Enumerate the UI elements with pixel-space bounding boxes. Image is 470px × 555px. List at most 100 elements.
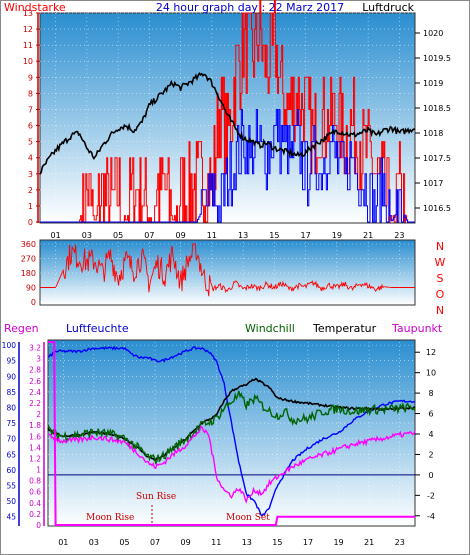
rain-tick-13: 2.6 [29, 377, 41, 386]
wind-speed-tick-4: 4 [28, 154, 33, 163]
humidity-tick-55: 55 [6, 481, 16, 490]
bottom-hour-tick-11: 11 [211, 538, 221, 547]
wind-direction-series [40, 243, 415, 297]
humidity-tick-80: 80 [6, 403, 16, 412]
wind-direction-plot-background [39, 239, 416, 306]
humidity-tick-45: 45 [6, 513, 16, 522]
pressure-tick-0: 1016.5 [423, 204, 451, 213]
compass-label-w: W [435, 256, 446, 269]
temperature-tick-7: 10 [426, 369, 436, 378]
rain-tick-15: 3 [36, 355, 41, 364]
rain-tick-4: 0.8 [29, 477, 41, 486]
rain-tick-10: 2 [36, 410, 41, 419]
humidity-tick-50: 50 [6, 497, 16, 506]
hour-tick-23: 23 [394, 231, 404, 240]
compass-label-s: S [437, 272, 444, 285]
rain-tick-9: 1.8 [29, 421, 41, 430]
temperature-tick-6: 8 [428, 389, 433, 398]
rain-tick-0: 0 [36, 521, 41, 530]
rain-tick-5: 1 [36, 466, 41, 475]
windchill-label: Windchill [245, 322, 295, 335]
pressure-tick-3: 1018 [423, 129, 443, 138]
humidity-axis: 45 50 55 60 65 70 75 80 85 90 95 100 [2, 341, 20, 526]
direction-tick-90: 90 [26, 284, 36, 293]
temperature-tick-5: 6 [428, 410, 433, 419]
rain-tick-8: 1.6 [29, 432, 41, 441]
wind-speed-tick-13: 13 [23, 9, 33, 18]
temperatur-label: Temperatur [312, 322, 377, 335]
compass-label-n2: N [436, 304, 444, 317]
direction-tick-180: 180 [21, 269, 36, 278]
wind-speed-tick-9: 9 [28, 73, 33, 82]
hour-tick-09: 09 [176, 231, 186, 240]
rain-tick-2: 0.4 [29, 499, 41, 508]
wind-direction-series [40, 243, 415, 297]
humidity-temperature-series [47, 341, 416, 526]
rain-tick-16: 3.2 [29, 344, 41, 353]
hour-tick-05: 05 [113, 231, 123, 240]
rain-tick-7: 1.4 [29, 443, 41, 452]
temperature-tick-2: 0 [428, 471, 433, 480]
wind-gust-series [40, 0, 415, 223]
wind-speed-tick-3: 3 [28, 170, 33, 179]
rain-tick-12: 2.4 [29, 388, 41, 397]
direction-tick-360: 360 [21, 240, 36, 249]
wind-average-series [40, 109, 415, 223]
temperature-tick-4: 4 [428, 430, 433, 439]
humidity-tick-65: 65 [6, 450, 16, 459]
rain-tick-3: 0.6 [29, 488, 41, 497]
moon-rise-annotation: Moon Rise [86, 513, 134, 523]
temperature-tick-1: -2 [427, 491, 435, 500]
dewpoint-series [48, 425, 416, 505]
bottom-hour-tick-19: 19 [333, 538, 343, 547]
luftdruck-label: Luftdruck [362, 1, 414, 14]
pressure-series [39, 72, 416, 175]
compass-label-n1: N [436, 240, 444, 253]
luftfeuchte-label: Luftfeuchte [66, 322, 129, 335]
bottom-hour-tick-15: 15 [272, 538, 282, 547]
graph-title: 24 hour graph day : 22 Marz 2017 [156, 1, 344, 14]
bottom-hour-tick-17: 17 [303, 538, 313, 547]
wind-speed-tick-11: 11 [23, 41, 33, 50]
bottom-hour-tick-01: 01 [58, 538, 68, 547]
wind-speed-tick-12: 12 [23, 25, 33, 34]
humidity-tick-60: 60 [6, 466, 16, 475]
hour-tick-19: 19 [332, 231, 342, 240]
regen-label: Regen [4, 322, 39, 335]
bottom-hour-tick-23: 23 [395, 538, 405, 547]
wind-speed-tick-6: 6 [28, 122, 33, 131]
wind-speed-tick-0: 0 [28, 218, 33, 227]
wind-pressure-hour-axis: 01 03 05 07 09 11 13 15 17 19 21 23 [51, 231, 405, 240]
humidity-tick-90: 90 [6, 372, 16, 381]
temperature-tick-8: 12 [426, 348, 436, 357]
hour-tick-21: 21 [363, 231, 373, 240]
taupunkt-label: Taupunkt [391, 322, 443, 335]
bottom-hour-tick-07: 07 [150, 538, 160, 547]
hour-tick-17: 17 [301, 231, 311, 240]
wind-speed-tick-10: 10 [23, 57, 33, 66]
pressure-tick-1: 1017 [423, 179, 443, 188]
temperature-tick-3: 2 [428, 450, 433, 459]
rain-tick-14: 2.8 [29, 366, 41, 375]
wind-pressure-series [39, 0, 416, 223]
rain-series [48, 341, 415, 526]
humidity-tick-100: 100 [2, 341, 17, 350]
rain-tick-6: 1.2 [29, 454, 41, 463]
wind-direction-axis: 0 90 180 270 360 [21, 240, 36, 307]
wind-direction-panel: 0 90 180 270 360 N W S O N [21, 239, 446, 317]
pressure-tick-5: 1019 [423, 79, 443, 88]
hour-tick-03: 03 [82, 231, 92, 240]
humidity-tick-95: 95 [6, 357, 16, 366]
wind-speed-tick-2: 2 [28, 186, 33, 195]
humidity-tick-70: 70 [6, 435, 16, 444]
humidity-temperature-hour-axis: 01 03 05 07 09 11 13 15 17 19 21 23 [58, 538, 405, 547]
wind-speed-tick-1: 1 [28, 202, 33, 211]
hour-tick-07: 07 [144, 231, 154, 240]
hour-tick-13: 13 [238, 231, 248, 240]
direction-tick-0: 0 [31, 298, 36, 307]
bottom-hour-tick-03: 03 [89, 538, 99, 547]
rain-tick-11: 2.2 [29, 399, 41, 408]
wind-speed-tick-8: 8 [28, 89, 33, 98]
